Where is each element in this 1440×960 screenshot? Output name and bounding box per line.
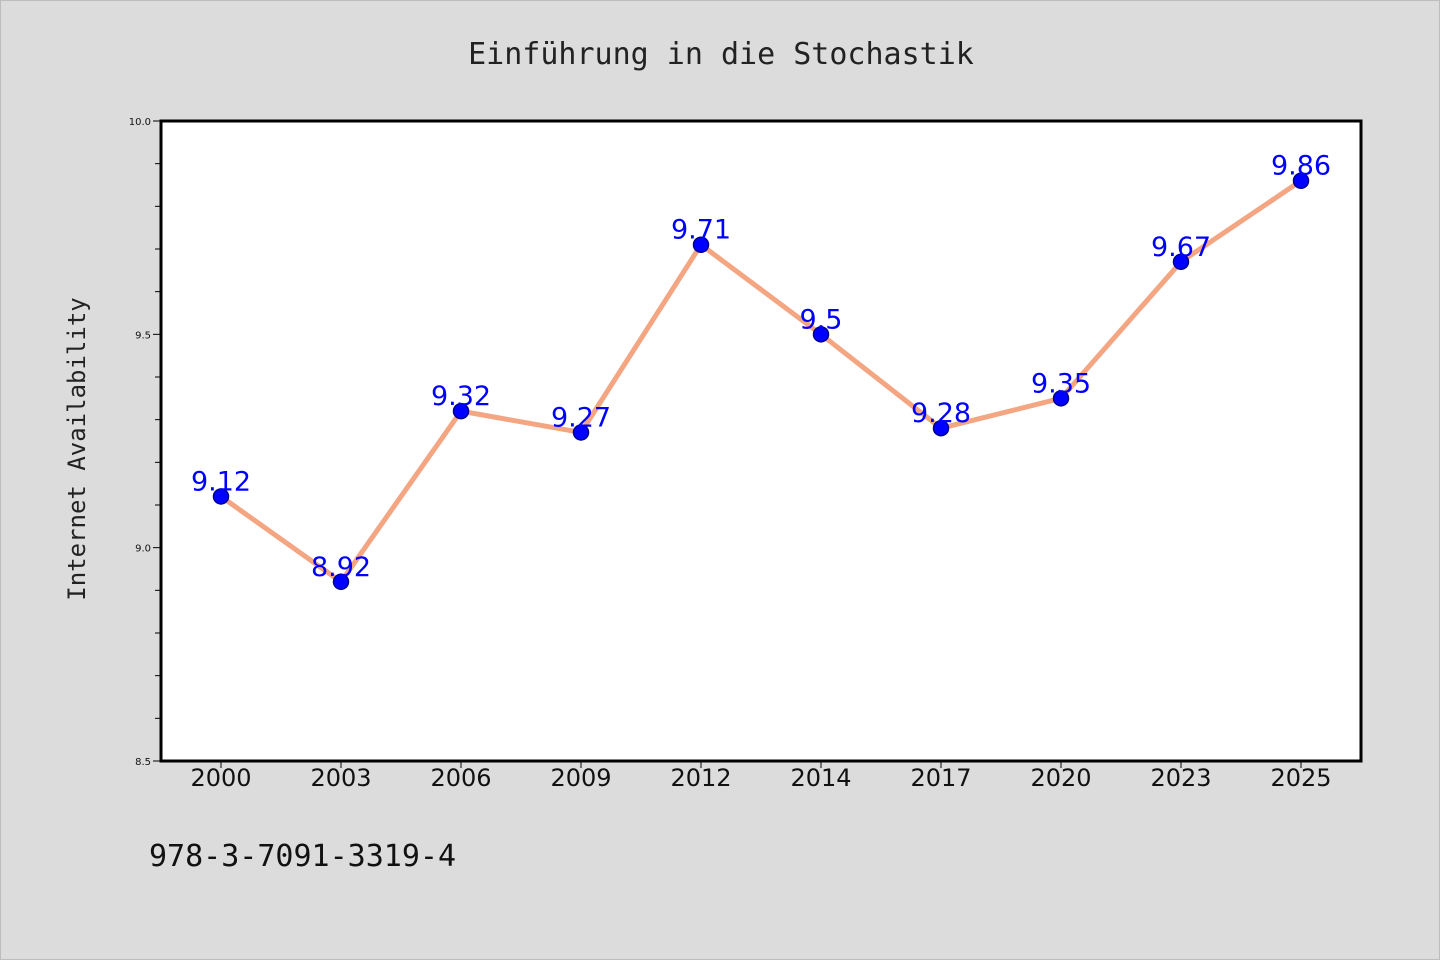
data-label: 9.71 [671, 215, 731, 246]
data-label: 9.28 [911, 398, 971, 429]
data-point [932, 419, 950, 437]
data-label: 9.12 [191, 466, 251, 497]
x-tick-label: 2023 [1150, 764, 1211, 792]
data-point [572, 424, 590, 441]
data-label: 9.35 [1031, 368, 1091, 399]
x-tick-label: 2006 [430, 764, 491, 792]
data-point [452, 402, 470, 420]
x-axis-tick-labels: 2000 2003 2006 2009 2012 2014 2017 2020 2023 2025 [190, 764, 1331, 792]
data-label: 9.5 [800, 304, 843, 335]
x-tick-label: 2025 [1270, 764, 1331, 792]
data-label: 9.86 [1271, 151, 1331, 182]
x-tick-label: 2014 [790, 764, 851, 792]
data-point [1052, 390, 1070, 407]
y-tick-label: 8.5 [135, 757, 151, 768]
data-point [1292, 172, 1310, 189]
chart-title: Einführung in die Stochastik [468, 37, 974, 72]
data-label: 9.27 [551, 402, 611, 433]
data-point [1172, 253, 1190, 271]
data-label: 9.67 [1151, 232, 1211, 263]
y-axis-tick-labels: 8.5 9.0 9.5 10.0 [129, 117, 151, 768]
y-axis-ticks [153, 120, 161, 762]
isbn-text: 978-3-7091-3319-4 [149, 839, 456, 874]
y-tick-label: 9.0 [135, 544, 151, 555]
x-tick-label: 2000 [190, 764, 251, 792]
series-layer: 9.12 8.92 9.32 9.27 9.71 9.5 9.28 9.35 9.67 9.86 [191, 151, 1331, 591]
data-label: 9.32 [431, 381, 491, 412]
x-tick-label: 2012 [670, 764, 731, 792]
data-point [332, 573, 350, 591]
data-label: 8.92 [311, 552, 371, 583]
x-tick-label: 2020 [1030, 764, 1091, 792]
y-tick-label: 9.5 [135, 330, 151, 341]
y-axis-label: Internet Availability [63, 297, 91, 600]
data-point [692, 236, 710, 253]
x-tick-label: 2009 [550, 764, 611, 792]
data-point [212, 488, 230, 505]
series-line [218, 178, 1304, 585]
x-tick-label: 2003 [310, 764, 371, 792]
y-tick-label: 10.0 [129, 117, 151, 128]
plot-area [159, 119, 1363, 763]
data-point [812, 326, 830, 343]
x-tick-label: 2017 [910, 764, 971, 792]
x-axis-ticks [220, 761, 1302, 768]
